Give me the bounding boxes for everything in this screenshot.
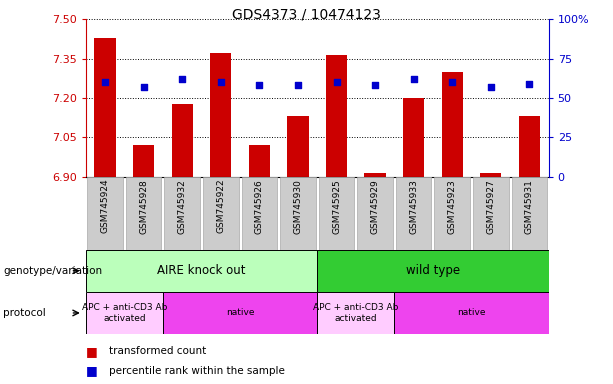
Bar: [326, 55, 347, 177]
Text: genotype/variation: genotype/variation: [3, 266, 102, 276]
Text: GDS4373 / 10474123: GDS4373 / 10474123: [232, 8, 381, 22]
Bar: [163, 292, 318, 334]
Text: GSM745931: GSM745931: [525, 179, 534, 234]
Text: native: native: [457, 308, 485, 318]
Text: GSM745930: GSM745930: [294, 179, 302, 234]
Bar: [94, 38, 116, 177]
Bar: [203, 177, 238, 250]
Text: GSM745924: GSM745924: [101, 179, 110, 233]
Bar: [441, 72, 463, 177]
Text: GSM745922: GSM745922: [216, 179, 226, 233]
Text: AIRE knock out: AIRE knock out: [158, 264, 246, 277]
Text: GSM745932: GSM745932: [178, 179, 187, 233]
Bar: [242, 177, 277, 250]
Bar: [172, 104, 193, 177]
Text: ■: ■: [86, 364, 97, 377]
Bar: [88, 177, 123, 250]
Bar: [210, 53, 232, 177]
Bar: [164, 177, 200, 250]
Point: [139, 84, 148, 90]
Text: ■: ■: [86, 345, 97, 358]
Bar: [512, 177, 547, 250]
Bar: [318, 292, 394, 334]
Text: native: native: [226, 308, 254, 318]
Point: [525, 81, 535, 87]
Bar: [133, 145, 154, 177]
Bar: [319, 177, 354, 250]
Bar: [126, 177, 161, 250]
Text: percentile rank within the sample: percentile rank within the sample: [109, 366, 285, 376]
Point: [409, 76, 419, 82]
Text: APC + anti-CD3 Ab
activated: APC + anti-CD3 Ab activated: [313, 303, 398, 323]
Bar: [249, 145, 270, 177]
Point: [177, 76, 187, 82]
Point: [447, 79, 457, 85]
Bar: [396, 177, 432, 250]
Bar: [86, 250, 318, 292]
Bar: [357, 177, 393, 250]
Point: [254, 82, 264, 88]
Point: [370, 82, 380, 88]
Bar: [365, 173, 386, 177]
Text: wild type: wild type: [406, 264, 460, 277]
Text: GSM745926: GSM745926: [255, 179, 264, 233]
Bar: [480, 173, 501, 177]
Point: [486, 84, 496, 90]
Bar: [473, 177, 509, 250]
Point: [293, 82, 303, 88]
Text: GSM745933: GSM745933: [409, 179, 418, 234]
Point: [216, 79, 226, 85]
Bar: [519, 116, 540, 177]
Bar: [318, 250, 549, 292]
Text: GSM745923: GSM745923: [447, 179, 457, 233]
Bar: [280, 177, 316, 250]
Text: protocol: protocol: [3, 308, 46, 318]
Bar: [287, 116, 308, 177]
Bar: [403, 98, 424, 177]
Bar: [435, 177, 470, 250]
Text: transformed count: transformed count: [109, 346, 207, 356]
Bar: [394, 292, 549, 334]
Text: APC + anti-CD3 Ab
activated: APC + anti-CD3 Ab activated: [82, 303, 167, 323]
Point: [100, 79, 110, 85]
Text: GSM745925: GSM745925: [332, 179, 341, 233]
Bar: [86, 292, 163, 334]
Text: GSM745928: GSM745928: [139, 179, 148, 233]
Point: [332, 79, 341, 85]
Text: GSM745929: GSM745929: [371, 179, 379, 233]
Text: GSM745927: GSM745927: [486, 179, 495, 233]
